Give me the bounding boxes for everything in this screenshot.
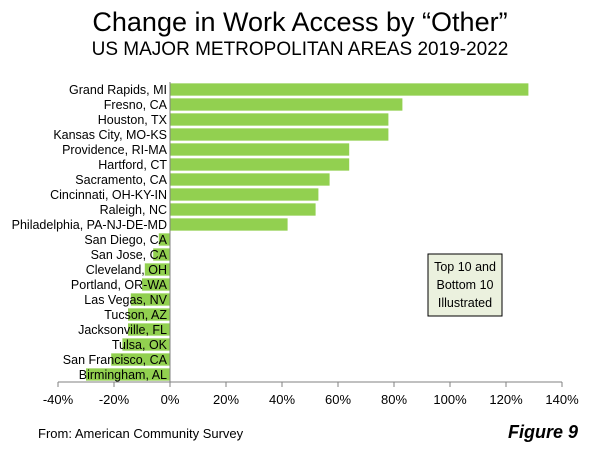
bar: [170, 113, 389, 126]
bar: [170, 158, 350, 171]
annotation-text: Bottom 10: [437, 278, 494, 292]
x-tick-label: -20%: [99, 392, 130, 407]
annotation-text: Top 10 and: [434, 260, 496, 274]
category-label: Fresno, CA: [104, 98, 168, 112]
category-label: Las Vegas, NV: [84, 293, 167, 307]
category-label: Jacksonville, FL: [78, 323, 167, 337]
category-label: San Jose, CA: [91, 248, 168, 262]
bar: [158, 233, 170, 246]
category-label: Philadelphia, PA-NJ-DE-MD: [12, 218, 167, 232]
bar: [130, 293, 170, 306]
category-label: Providence, RI-MA: [62, 143, 168, 157]
bar: [128, 308, 170, 321]
chart-subtitle: US MAJOR METROPOLITAN AREAS 2019-2022: [91, 39, 509, 60]
x-tick-label: 80%: [381, 392, 407, 407]
x-tick-label: -40%: [43, 392, 74, 407]
category-label: Sacramento, CA: [75, 173, 167, 187]
category-label: Cincinnati, OH-KY-IN: [50, 188, 167, 202]
bar: [170, 218, 288, 231]
category-label: Cleveland, OH: [86, 263, 167, 277]
bar: [111, 353, 170, 366]
category-label: Birmingham, AL: [79, 368, 167, 382]
x-tick-label: 20%: [213, 392, 239, 407]
category-label: Portland, OR-WA: [71, 278, 168, 292]
category-label: Tulsa, OK: [112, 338, 168, 352]
bar: [170, 203, 316, 216]
bar: [170, 83, 529, 96]
bar: [170, 98, 403, 111]
bar: [170, 128, 389, 141]
x-tick-label: 60%: [325, 392, 351, 407]
x-tick-label: 40%: [269, 392, 295, 407]
source-note: From: American Community Survey: [38, 426, 244, 441]
x-tick-label: 120%: [489, 392, 523, 407]
bar: [86, 368, 170, 381]
bar: [170, 173, 330, 186]
category-label: San Francisco, CA: [63, 353, 168, 367]
x-tick-label: 0%: [161, 392, 180, 407]
category-label: Raleigh, NC: [100, 203, 167, 217]
annotation-box: [427, 253, 503, 317]
bar: [170, 143, 350, 156]
figure-label: Figure 9: [507, 422, 578, 442]
bar: [122, 338, 170, 351]
category-label: San Diego, CA: [84, 233, 167, 247]
bar: [170, 188, 319, 201]
bar: [142, 278, 170, 291]
annotation-text: Illustrated: [438, 296, 492, 310]
category-label: Grand Rapids, MI: [69, 83, 167, 97]
chart-title: Change in Work Access by “Other”: [92, 7, 508, 37]
category-label: Tucson, AZ: [104, 308, 167, 322]
x-tick-label: 100%: [433, 392, 467, 407]
bar: [153, 248, 170, 261]
bar: [144, 263, 170, 276]
bar: [128, 323, 170, 336]
x-tick-label: 140%: [545, 392, 579, 407]
category-label: Hartford, CT: [98, 158, 167, 172]
category-label: Kansas City, MO-KS: [53, 128, 167, 142]
category-label: Houston, TX: [98, 113, 168, 127]
